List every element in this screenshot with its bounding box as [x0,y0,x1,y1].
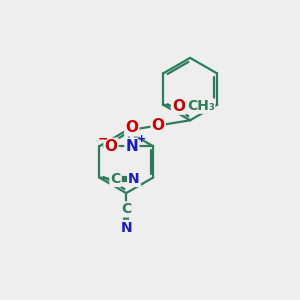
Text: O: O [125,120,138,135]
Text: +: + [136,134,146,144]
Text: O: O [172,99,185,114]
Text: N: N [125,139,138,154]
Text: −: − [98,133,109,146]
Text: N: N [120,221,132,235]
Text: O: O [104,139,118,154]
Text: CH₃: CH₃ [187,99,215,113]
Text: O: O [152,118,165,133]
Text: C: C [121,202,131,216]
Text: N: N [128,172,140,186]
Text: C: C [110,172,121,186]
